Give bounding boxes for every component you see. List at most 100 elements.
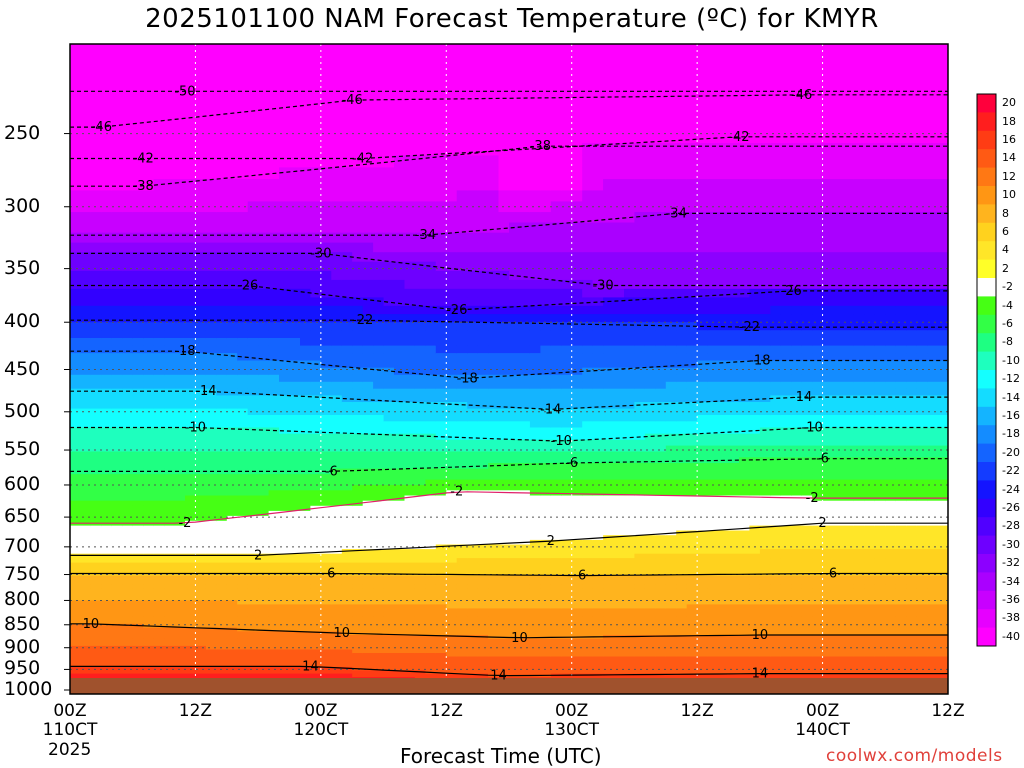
field-cell <box>488 627 500 632</box>
field-cell <box>185 457 197 464</box>
field-cell <box>540 305 552 315</box>
field-cell <box>362 242 374 253</box>
field-cell <box>226 143 238 157</box>
field-cell <box>550 656 562 661</box>
field-cell <box>373 367 385 376</box>
field-cell <box>352 490 364 497</box>
field-cell <box>247 660 259 664</box>
field-cell <box>216 549 228 555</box>
field-cell <box>477 288 489 298</box>
field-cell <box>101 562 113 568</box>
field-cell <box>341 515 353 522</box>
field-cell <box>488 433 500 441</box>
field-cell <box>143 539 155 546</box>
field-cell <box>341 388 353 396</box>
field-cell <box>529 604 541 609</box>
field-cell <box>216 421 228 429</box>
field-cell <box>70 623 82 629</box>
field-cell <box>70 433 82 441</box>
field-cell <box>216 360 228 369</box>
field-cell <box>132 338 144 347</box>
field-cell <box>362 579 374 585</box>
field-cell <box>456 539 468 546</box>
field-cell <box>498 314 510 323</box>
field-cell <box>519 427 531 435</box>
field-cell <box>435 408 447 416</box>
field-cell <box>331 673 343 678</box>
field-cell <box>331 553 343 559</box>
field-cell <box>164 567 176 572</box>
field-cell <box>70 620 82 625</box>
field-cell <box>247 649 259 654</box>
field-cell <box>258 666 270 671</box>
field-cell <box>509 623 521 629</box>
field-cell <box>404 616 416 621</box>
field-cell <box>435 623 447 629</box>
field-cell <box>185 222 197 234</box>
field-cell <box>216 623 228 629</box>
field-cell <box>582 338 594 347</box>
field-cell <box>373 525 385 531</box>
field-cell <box>404 439 416 447</box>
field-cell <box>383 59 395 76</box>
field-cell <box>279 567 291 572</box>
field-cell <box>122 666 134 671</box>
field-cell <box>268 604 280 609</box>
field-cell <box>164 261 176 272</box>
field-cell <box>362 653 374 658</box>
field-cell <box>498 439 510 447</box>
field-cell <box>268 297 280 307</box>
field-cell <box>101 117 113 131</box>
field-cell <box>153 604 165 609</box>
field-cell <box>226 212 238 224</box>
field-cell <box>268 500 280 507</box>
field-cell <box>258 525 270 531</box>
field-cell <box>571 575 583 581</box>
field-cell <box>310 330 322 339</box>
field-cell <box>122 395 134 403</box>
field-cell <box>132 179 144 191</box>
field-cell <box>70 612 82 617</box>
field-cell <box>195 642 207 647</box>
field-cell <box>153 117 165 131</box>
field-cell <box>320 660 332 664</box>
field-cell <box>550 525 562 531</box>
field-cell <box>561 631 573 636</box>
field-cell <box>101 388 113 396</box>
field-cell <box>111 322 123 331</box>
field-cell <box>394 530 406 536</box>
field-cell <box>205 117 217 131</box>
field-cell <box>174 330 186 339</box>
field-cell <box>383 242 395 253</box>
field-cell <box>205 338 217 347</box>
field-cell <box>320 279 332 290</box>
field-cell <box>467 130 479 144</box>
field-cell <box>247 270 259 281</box>
field-cell <box>467 381 479 390</box>
field-cell <box>456 439 468 447</box>
field-cell <box>90 201 102 213</box>
field-cell <box>414 395 426 403</box>
field-cell <box>90 656 102 661</box>
field-cell <box>540 474 552 481</box>
field-cell <box>488 571 500 577</box>
field-cell <box>509 495 521 502</box>
field-cell <box>404 279 416 290</box>
field-cell <box>561 360 573 369</box>
field-cell <box>132 201 144 213</box>
field-cell <box>70 596 82 601</box>
field-cell <box>310 322 322 331</box>
field-cell <box>414 500 426 507</box>
field-cell <box>320 620 332 625</box>
field-cell <box>310 656 322 661</box>
field-cell <box>111 288 123 298</box>
field-cell <box>341 222 353 234</box>
field-cell <box>185 338 197 347</box>
field-cell <box>80 415 92 422</box>
field-cell <box>467 457 479 464</box>
field-cell <box>132 627 144 632</box>
field-cell <box>80 179 92 191</box>
field-cell <box>300 525 312 531</box>
field-cell <box>373 201 385 213</box>
field-cell <box>111 666 123 671</box>
